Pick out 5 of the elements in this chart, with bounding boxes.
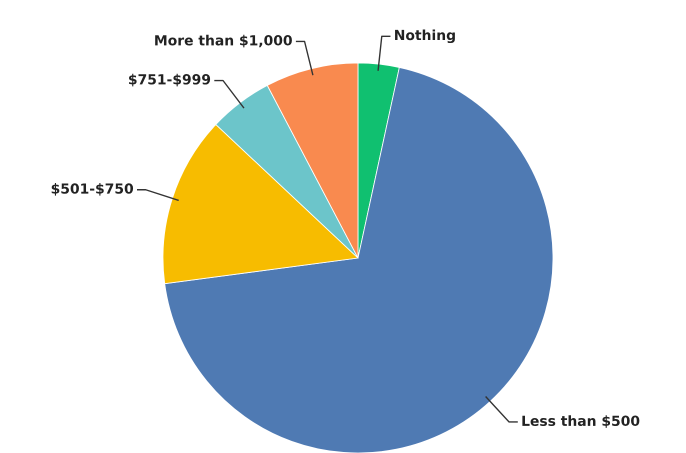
slice-label: More than $1,000 <box>155 34 292 48</box>
slice-label: $501-$750 <box>52 183 134 196</box>
slice-label: Nothing <box>395 29 455 44</box>
slice-label: $751-$999 <box>129 74 210 86</box>
slice-label: Less than $500 <box>522 415 640 428</box>
